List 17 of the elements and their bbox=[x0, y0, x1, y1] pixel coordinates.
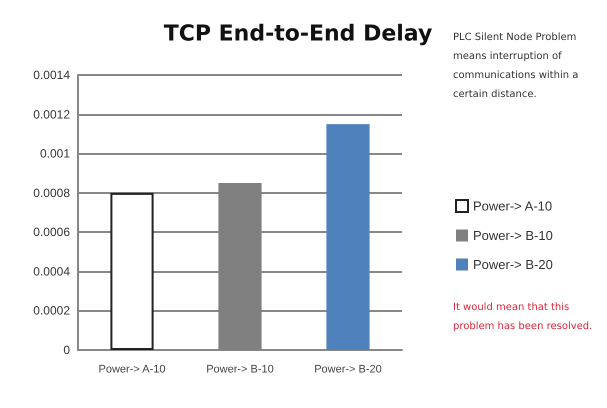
text: PLC Silent Node Problem means interruption of communications within a certain distance. bbox=[453, 32, 582, 100]
y-tick-label: 0.0014 bbox=[33, 68, 70, 82]
y-tick-label: 0.001 bbox=[40, 146, 70, 161]
y-tick-label: 0.0004 bbox=[33, 264, 70, 278]
x-tick-label: Power-> B-20 bbox=[314, 364, 382, 376]
legend-label: Power-> A-10 bbox=[473, 198, 552, 214]
x-tick-label: Power-> A-10 bbox=[98, 364, 166, 376]
y-tick-label: 0.0006 bbox=[33, 225, 70, 240]
y-tick-label: 0 bbox=[63, 343, 70, 357]
legend-label: Power-> B-20 bbox=[473, 257, 553, 272]
legend-label: Power-> B-10 bbox=[473, 228, 553, 243]
y-tick-label: 0.0012 bbox=[33, 107, 70, 122]
text: It would mean that this problem has been resolved. bbox=[453, 302, 592, 332]
x-tick-label: Power-> B-10 bbox=[206, 364, 274, 376]
y-tick-label: 0.0002 bbox=[33, 304, 70, 318]
y-tick-label: 0.0008 bbox=[33, 186, 70, 200]
chart-title: TCP End-to-End Delay bbox=[164, 22, 432, 46]
